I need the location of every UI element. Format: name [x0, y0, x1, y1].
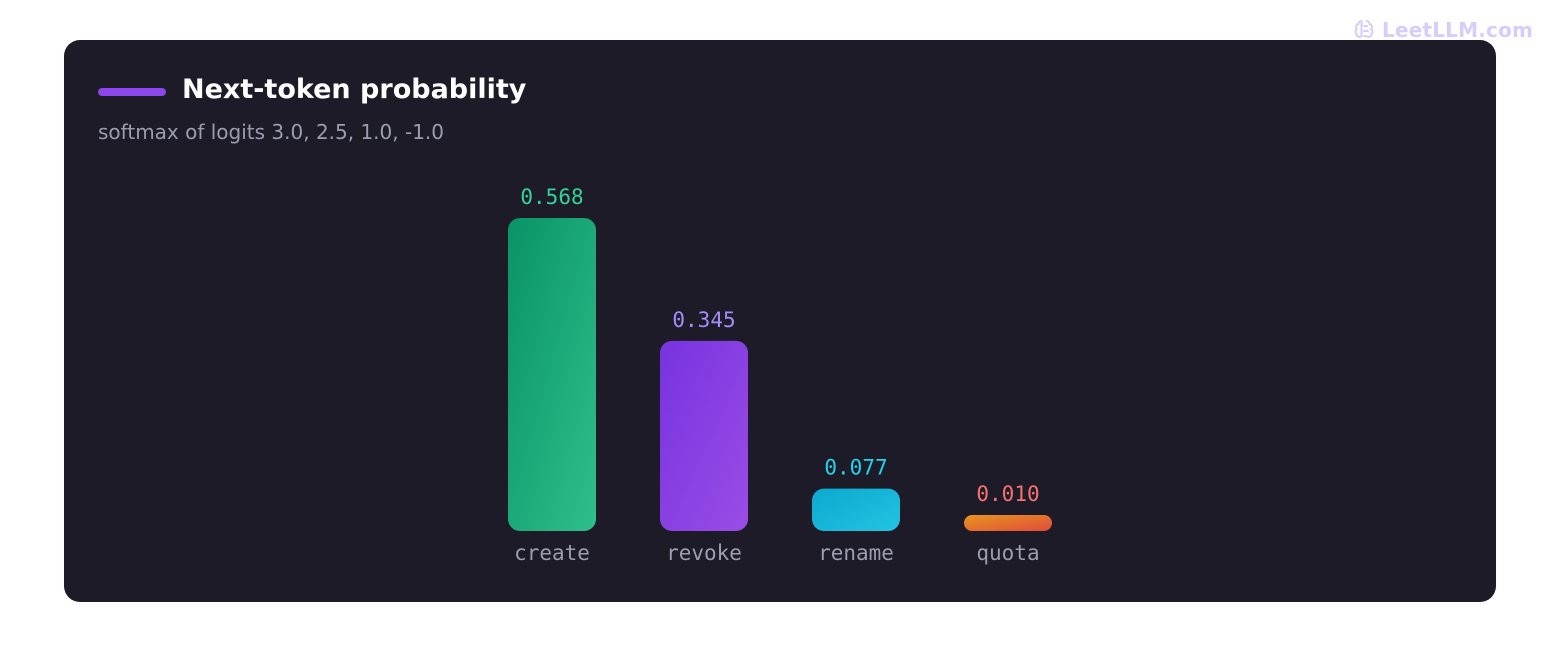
- legend-swatch: [98, 88, 166, 96]
- category-label-revoke: revoke: [666, 541, 742, 565]
- bar-create: [508, 218, 596, 531]
- value-label-create: 0.568: [520, 185, 583, 209]
- watermark: LeetLLM.com: [1352, 14, 1533, 46]
- value-label-revoke: 0.345: [672, 308, 735, 332]
- bars-group: 0.568 create 0.345 revoke 0.077 rename 0.010 qu…: [508, 185, 1052, 565]
- brain-icon: [1352, 18, 1376, 42]
- value-label-rename: 0.077: [824, 456, 887, 480]
- bar-quota: [964, 515, 1052, 531]
- bar-chart: 0.568 create 0.345 revoke 0.077 rename 0.010 qu…: [508, 185, 1052, 565]
- category-label-quota: quota: [976, 541, 1039, 565]
- bar-revoke: [660, 340, 748, 531]
- bar-rename: [812, 488, 900, 531]
- chart-card: Next-token probability softmax of logits…: [64, 40, 1496, 602]
- chart-subtitle: softmax of logits 3.0, 2.5, 1.0, -1.0: [98, 120, 445, 144]
- category-label-create: create: [514, 541, 590, 565]
- value-label-quota: 0.010: [976, 482, 1039, 506]
- watermark-text: LeetLLM.com: [1382, 18, 1534, 42]
- category-label-rename: rename: [818, 541, 894, 565]
- chart-title: Next-token probability: [182, 74, 527, 105]
